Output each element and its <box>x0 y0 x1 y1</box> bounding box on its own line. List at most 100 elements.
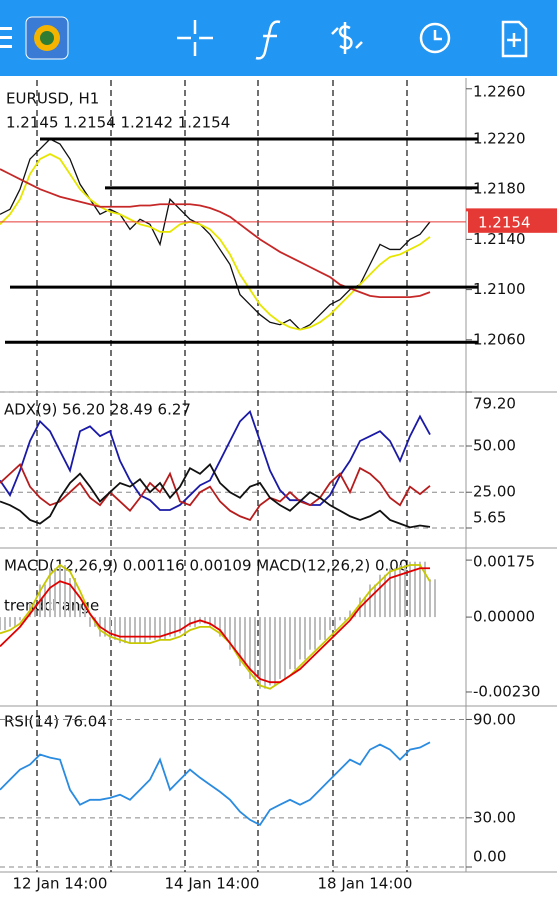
y-tick-label: 0.00 <box>473 848 506 866</box>
histogram-bar <box>249 617 251 679</box>
histogram-bar <box>204 617 206 624</box>
time-label: 18 Jan 14:00 <box>318 875 413 893</box>
bid-label-box <box>468 210 557 233</box>
y-tick-label: 1.2140 <box>473 230 526 248</box>
histogram-bar <box>379 574 381 618</box>
y-tick-label: 0.00000 <box>473 608 535 626</box>
histogram-bar <box>274 617 276 686</box>
menu-button[interactable] <box>0 27 12 48</box>
indicator-line <box>0 409 431 511</box>
histogram-bar <box>419 561 421 618</box>
histogram-bar <box>344 617 346 621</box>
y-tick-label: 0.00175 <box>473 553 535 571</box>
rsi-title: RSI(14) 76.04 <box>4 713 107 731</box>
histogram-bar <box>349 610 351 618</box>
histogram-bar <box>234 617 236 650</box>
histogram-bar <box>329 617 331 631</box>
histogram-bar <box>14 617 16 627</box>
histogram-bar <box>54 568 56 618</box>
histogram-bar <box>124 617 126 644</box>
histogram-bar <box>264 617 266 689</box>
y-tick-label: -0.00230 <box>473 682 540 700</box>
y-tick-label: 79.20 <box>473 395 516 413</box>
macd-title: MACD(12,26,9) 0.00116 0.00109 MACD(12,26… <box>4 557 408 575</box>
histogram-bar <box>339 617 341 621</box>
histogram-bar <box>114 617 116 640</box>
histogram-bar <box>389 568 391 618</box>
indicator-line <box>0 741 431 827</box>
adx-title: ADX(9) 56.20 28.49 6.27 <box>4 401 191 419</box>
histogram-bar <box>19 617 21 621</box>
histogram-bar <box>89 617 91 627</box>
y-tick-label: 25.00 <box>473 483 516 501</box>
histogram-bar <box>84 604 86 618</box>
histogram-bar <box>284 617 286 679</box>
histogram-bar <box>144 617 146 644</box>
time-label: 12 Jan 14:00 <box>13 875 108 893</box>
y-tick-label: 1.2220 <box>473 129 526 147</box>
time-label: 14 Jan 14:00 <box>165 875 260 893</box>
histogram-bar <box>119 617 121 644</box>
indicator-line <box>0 463 431 529</box>
histogram-bar <box>434 579 436 618</box>
histogram-bar <box>424 561 426 618</box>
histogram-bar <box>364 597 366 618</box>
histogram-bar <box>174 617 176 637</box>
indicators-button[interactable] <box>255 20 281 60</box>
histogram-bar <box>149 617 151 640</box>
histogram-bar <box>0 617 1 631</box>
app-logo[interactable] <box>25 16 69 60</box>
ohlc-values: 1.2145 1.2154 1.2142 1.2154 <box>6 114 230 132</box>
histogram-bar <box>59 564 61 618</box>
crosshair-button[interactable] <box>177 20 213 56</box>
histogram-bar <box>399 564 401 618</box>
histogram-bar <box>244 617 246 666</box>
histogram-bar <box>309 617 311 650</box>
trade-button[interactable] <box>331 22 363 54</box>
y-tick-label: 1.2260 <box>473 83 526 101</box>
y-tick-label: 1.2100 <box>473 280 526 298</box>
histogram-bar <box>299 617 301 660</box>
bid-label: 1.2154 <box>478 213 531 231</box>
histogram-bar <box>259 617 261 689</box>
y-tick-label: 50.00 <box>473 436 516 454</box>
y-tick-label: 1.2060 <box>473 330 526 348</box>
y-tick-label: 5.65 <box>473 509 506 527</box>
new-order-button[interactable] <box>501 20 528 58</box>
histogram-bar <box>214 617 216 627</box>
histogram-bar <box>314 617 316 650</box>
histogram-bar <box>74 578 76 618</box>
histogram-bar <box>49 568 51 618</box>
histogram-bar <box>69 578 71 618</box>
histogram-bar <box>34 604 36 618</box>
histogram-bar <box>224 617 226 637</box>
histogram-bar <box>179 617 181 634</box>
histogram-bar <box>374 584 376 618</box>
histogram-bar <box>4 617 6 631</box>
histogram-bar <box>64 564 66 618</box>
histogram-bar <box>164 617 166 640</box>
histogram-bar <box>409 561 411 618</box>
histogram-bar <box>404 564 406 618</box>
histogram-bar <box>254 617 256 679</box>
histogram-bar <box>239 617 241 666</box>
y-tick-label: 30.00 <box>473 808 516 826</box>
toolbar <box>0 0 557 76</box>
period-separators <box>36 80 408 872</box>
histogram-bar <box>319 617 321 640</box>
histogram-bar <box>294 617 296 670</box>
indicator-line <box>0 567 430 684</box>
histogram-bar <box>324 617 326 640</box>
history-button[interactable] <box>419 22 451 54</box>
histogram-bar <box>24 617 26 621</box>
histogram-bar <box>104 617 106 637</box>
y-tick-label: 90.00 <box>473 711 516 729</box>
histogram-bar <box>394 568 396 618</box>
indicator-line <box>0 168 431 299</box>
histogram-bar <box>9 617 11 627</box>
histogram-bar <box>269 617 271 686</box>
histogram-bar <box>154 617 156 640</box>
histogram-bar <box>139 617 141 644</box>
